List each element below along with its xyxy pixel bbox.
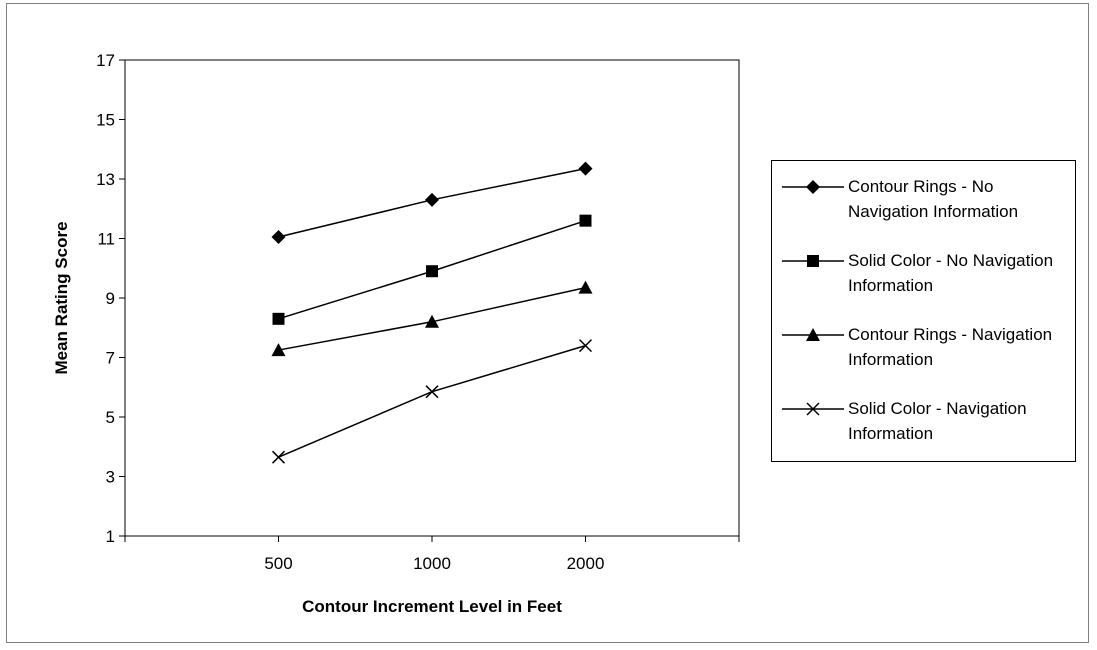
legend-swatch-triangle — [782, 328, 844, 341]
y-tick-label: 11 — [97, 230, 115, 249]
legend-item-solid-color-no-nav: Solid Color - No Navigation Information — [772, 247, 1075, 313]
data-point-square — [426, 265, 438, 278]
x-tick-label: 1000 — [413, 554, 451, 573]
y-tick-label: 9 — [106, 289, 115, 308]
data-point-square — [579, 214, 592, 227]
y-tick-label: 17 — [96, 51, 115, 70]
data-point-x — [271, 450, 286, 464]
y-axis-title: Mean Rating Score — [52, 221, 71, 374]
y-tick-label: 13 — [96, 170, 115, 189]
series-x — [271, 339, 593, 464]
legend-swatch-diamond — [782, 180, 844, 194]
data-point-triangle — [425, 314, 439, 328]
series-diamond — [271, 161, 593, 245]
plot-area — [124, 59, 740, 537]
legend-item-contour-rings-nav: Contour Rings - Navigation Information — [772, 321, 1075, 387]
x-tick-label: 2000 — [567, 554, 605, 573]
legend-label: Contour Rings - Navigation Information — [848, 325, 1053, 369]
legend-item-contour-rings-no-nav: Contour Rings - No Navigation Informatio… — [772, 173, 1075, 239]
y-tick-label: 15 — [96, 111, 115, 130]
legend-item-solid-color-nav: Solid Color - Navigation Information — [772, 395, 1075, 461]
data-point-diamond — [271, 230, 286, 245]
data-point-triangle — [271, 343, 286, 357]
legend-label: Contour Rings - No Navigation Informatio… — [848, 177, 1019, 221]
y-tick-label: 3 — [106, 468, 115, 487]
data-point-x — [578, 339, 593, 353]
series-layer — [271, 161, 593, 464]
legend: Contour Rings - No Navigation Informatio… — [771, 160, 1076, 462]
series-triangle — [271, 280, 593, 357]
x-tick-label: 500 — [264, 554, 292, 573]
data-point-diamond — [578, 161, 593, 176]
legend-swatch-square — [782, 255, 844, 267]
y-tick-label: 1 — [106, 527, 115, 546]
data-point-square — [272, 312, 285, 325]
legend-label: Solid Color - No Navigation Information — [848, 251, 1054, 295]
x-axis-title: Contour Increment Level in Feet — [302, 597, 562, 616]
data-point-diamond — [425, 192, 439, 207]
y-tick-label: 5 — [106, 408, 115, 427]
series-square — [272, 214, 592, 325]
x-axis: 500 1000 2000 — [124, 536, 740, 573]
legend-swatch-x — [782, 402, 844, 416]
data-point-triangle — [578, 280, 593, 294]
legend-label: Solid Color - Navigation Information — [848, 399, 1027, 443]
data-point-x — [425, 385, 439, 399]
y-tick-label: 7 — [106, 349, 115, 368]
